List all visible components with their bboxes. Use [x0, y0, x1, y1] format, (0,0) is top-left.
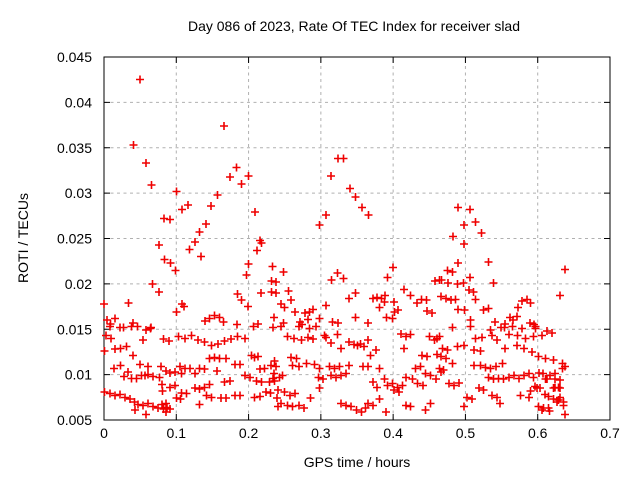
x-tick-label: 0.3	[311, 425, 331, 441]
x-axis-label: GPS time / hours	[304, 454, 411, 470]
y-tick-label: 0.03	[65, 185, 92, 201]
x-tick-label: 0.7	[600, 425, 620, 441]
y-tick-label: 0.01	[65, 367, 92, 383]
x-tick-label: 0.6	[528, 425, 548, 441]
scatter-points-path	[100, 75, 569, 419]
y-tick-label: 0.005	[57, 412, 92, 428]
x-tick-label: 0	[100, 425, 108, 441]
x-tick-label: 0.5	[456, 425, 476, 441]
y-tick-label: 0.035	[57, 140, 92, 156]
x-tick-label: 0.1	[167, 425, 187, 441]
gridlines	[104, 57, 610, 420]
x-tick-label: 0.4	[383, 425, 403, 441]
data-points	[100, 75, 569, 419]
y-axis-label: ROTI / TECUs	[15, 193, 31, 283]
y-tick-label: 0.025	[57, 231, 92, 247]
y-tick-label: 0.015	[57, 321, 92, 337]
chart-title: Day 086 of 2023, Rate Of TEC Index for r…	[188, 18, 520, 34]
y-tick-labels: 0.005 0.01 0.015 0.02 0.025 0.03 0.035 0.04 0.04…	[57, 49, 92, 428]
y-tick-label: 0.02	[65, 276, 92, 292]
axis-ticks	[103, 56, 611, 421]
y-tick-label: 0.04	[65, 94, 92, 110]
x-tick-labels: 0 0.1 0.2 0.3 0.4 0.5 0.6 0.7	[100, 425, 620, 441]
tick-marks-path	[103, 56, 611, 421]
y-tick-label: 0.045	[57, 49, 92, 65]
grid-path	[104, 57, 610, 420]
x-tick-label: 0.2	[239, 425, 259, 441]
